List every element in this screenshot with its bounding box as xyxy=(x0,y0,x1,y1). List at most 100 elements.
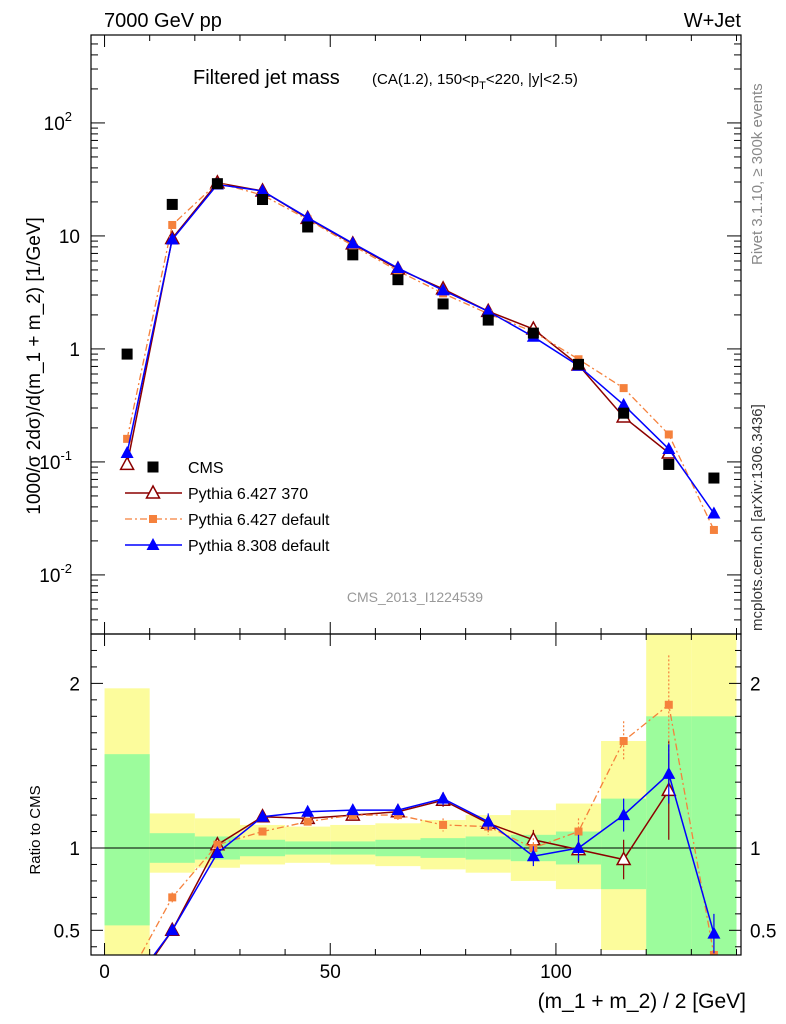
pythia-8-308-default-ratio-point xyxy=(165,923,179,936)
pythia-6-427-default-point xyxy=(619,384,628,393)
ratio-tick-label-right: 1 xyxy=(750,839,761,860)
y-tick-exponent: -1 xyxy=(60,448,72,463)
pythia-6-427-default-main-line xyxy=(126,182,715,531)
cms-point xyxy=(437,298,449,310)
y-tick-label: 10-1 xyxy=(39,448,72,474)
pythia-8-308-default-ratio-line xyxy=(153,772,715,955)
ratio-tick-label-left: 0.5 xyxy=(54,921,80,942)
cms-point xyxy=(482,314,494,326)
pythia-6-427-default-point xyxy=(709,525,718,534)
pythia-8-308-default-ratio-point xyxy=(346,803,360,816)
pythia-8-308-default-ratio-point xyxy=(301,804,315,817)
pythia-8-308-default-ratio-point xyxy=(391,803,405,816)
y-tick-base: 10 xyxy=(39,453,60,474)
pythia-6-427-default-ratio-point xyxy=(258,827,267,836)
pythia-8-308-default-ratio-point xyxy=(617,808,631,821)
ratio-tick-label-right: 0.5 xyxy=(750,921,776,942)
rivet-version-label: Rivet 3.1.10, ≥ 300k events xyxy=(749,83,766,265)
pythia-8-308-default-ratio-point xyxy=(481,814,495,827)
ratio-tick-label-left: 2 xyxy=(69,674,80,695)
pythia-8-308-default-point xyxy=(707,506,721,519)
source-label: mcplots.cern.ch [arXiv:1306.3436] xyxy=(749,404,766,631)
y-tick-base: 10 xyxy=(44,114,65,135)
cms-point xyxy=(708,472,720,484)
energy-label: 7000 GeV pp xyxy=(104,10,222,32)
pythia-8-308-default-point xyxy=(481,304,495,317)
pythia-8-308-default-ratio-point xyxy=(707,926,721,939)
analysis-watermark: CMS_2013_I1224539 xyxy=(347,589,483,605)
pythia-8-308-default-ratio-point xyxy=(256,809,270,822)
ratio-series-layer xyxy=(91,655,741,955)
process-label: W+Jet xyxy=(684,10,742,32)
pythia-6-427-default-point xyxy=(664,430,673,439)
legend-label-pythia-8-308-default: Pythia 8.308 default xyxy=(188,538,330,555)
legend: CMS Pythia 6.427 370 Pythia 6.427 default P… xyxy=(125,460,330,555)
ratio-tick-label-left: 1 xyxy=(69,839,80,860)
x-tick-label: 100 xyxy=(540,962,572,983)
pythia-6-427-default-point xyxy=(123,434,132,443)
pythia-8-308-default-ratio-point xyxy=(436,791,450,804)
cms-point xyxy=(347,249,359,261)
pythia-8-308-default-point xyxy=(436,283,450,296)
y-tick-base: 10 xyxy=(59,227,80,248)
pythia-6-427-default-ratio-point xyxy=(619,737,628,745)
pythia-6-427-default-point xyxy=(168,220,177,229)
pythia-6-427-370-ratio-point xyxy=(615,850,632,866)
y-tick-base: 10 xyxy=(39,566,60,587)
pythia-8-308-default-ratio-point xyxy=(572,841,585,853)
cms-point xyxy=(166,198,178,210)
pythia-6-427-default-ratio-point xyxy=(303,817,312,826)
ratio-tick-label-right: 2 xyxy=(750,674,761,695)
legend-marker-pythia-8-308-default xyxy=(146,538,160,550)
y-tick-label: 10-2 xyxy=(39,561,72,587)
stat-band-bin xyxy=(104,754,150,926)
y-axis-label: 1000/σ 2dσ)/d(m_1 + m_2) [1/GeV] xyxy=(24,217,45,515)
pythia-6-427-default-ratio-point xyxy=(439,820,448,829)
pythia-8-308-default-point xyxy=(391,261,405,274)
legend-marker-pythia-6-427-default xyxy=(149,515,157,523)
pythia-8-308-default-point xyxy=(617,397,631,410)
legend-label-pythia-6-427-370: Pythia 6.427 370 xyxy=(188,486,308,503)
pythia-8-308-default-point xyxy=(662,442,676,455)
legend-label-cms: CMS xyxy=(188,460,224,477)
chart-title: Filtered jet mass xyxy=(193,67,340,89)
cms-point xyxy=(527,327,539,339)
x-tick-label: 0 xyxy=(99,962,110,983)
pythia-8-308-default-main-line xyxy=(126,183,715,514)
pythia-6-427-370-main-line xyxy=(126,182,670,465)
pythia-6-427-default-ratio-point xyxy=(213,840,222,849)
pythia-8-308-default-point xyxy=(165,232,179,245)
pythia-8-308-default-ratio-point xyxy=(210,845,224,858)
pythia-6-427-default-ratio-point xyxy=(168,893,177,902)
ratio-y-axis-label: Ratio to CMS xyxy=(27,785,44,874)
chart-subtitle: (CA(1.2), 150<pT<220, |y|<2.5) xyxy=(372,71,578,92)
pythia-8-308-default-ratio-point xyxy=(526,849,540,862)
pythia-8-308-default-ratio-point xyxy=(662,766,676,779)
cms-point xyxy=(211,178,223,190)
ratio-frame xyxy=(90,633,742,956)
subtitle-part-2: T xyxy=(479,80,486,92)
pythia-6-427-370-point xyxy=(119,455,135,471)
x-axis-label: (m_1 + m_2) / 2 [GeV] xyxy=(538,990,746,1013)
pythia-6-427-default-ratio-line xyxy=(139,703,715,955)
subtitle-part-3: <220, |y|<2.5) xyxy=(486,71,578,88)
y-tick-label: 102 xyxy=(44,109,72,135)
cms-point xyxy=(302,221,314,233)
x-tick-label: 50 xyxy=(320,962,341,983)
pythia-6-427-default-ratio-point xyxy=(574,827,583,836)
legend-marker-cms xyxy=(147,461,159,473)
legend-marker-pythia-6-427-370 xyxy=(145,484,161,499)
y-tick-base: 1 xyxy=(69,340,80,361)
cms-point xyxy=(121,348,133,360)
legend-label-pythia-6-427-default: Pythia 6.427 default xyxy=(188,512,330,529)
cms-point xyxy=(663,458,675,470)
subtitle-part-1: (CA(1.2), 150<p xyxy=(372,71,479,88)
ratio-uncertainty-bands xyxy=(104,634,737,955)
y-tick-exponent: -2 xyxy=(60,561,72,576)
cms-point xyxy=(257,194,269,206)
main-series-layer xyxy=(119,174,721,534)
pythia-8-308-default-point xyxy=(346,236,360,249)
y-tick-label: 10 xyxy=(59,227,80,248)
